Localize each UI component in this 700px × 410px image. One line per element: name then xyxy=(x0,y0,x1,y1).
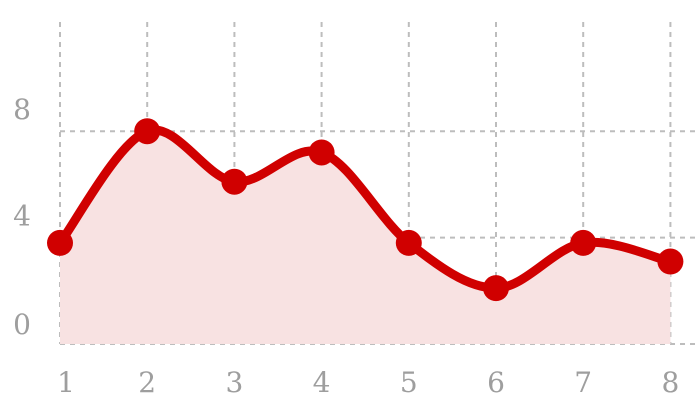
area-fill-layer xyxy=(60,129,671,344)
data-point-8 xyxy=(657,248,684,275)
x-tick-label: 8 xyxy=(661,366,679,399)
x-tick-label: 2 xyxy=(138,366,156,399)
y-tick-label: 0 xyxy=(13,308,31,341)
y-tick-label: 4 xyxy=(13,200,31,233)
data-point-1 xyxy=(47,229,73,256)
data-point-2 xyxy=(134,118,161,145)
data-point-6 xyxy=(483,275,509,302)
x-tick-label: 4 xyxy=(313,366,331,399)
x-axis-ticks: 1 2 3 4 5 6 7 8 xyxy=(57,366,679,399)
data-point-3 xyxy=(221,168,248,195)
x-tick-label: 1 xyxy=(57,366,75,399)
data-point-4 xyxy=(308,139,335,166)
x-tick-label: 6 xyxy=(487,366,505,399)
x-tick-label: 7 xyxy=(574,366,592,399)
y-axis-ticks: 0 4 8 xyxy=(13,93,31,341)
data-point-5 xyxy=(395,229,422,256)
series-area-fill xyxy=(60,129,671,344)
x-tick-label: 5 xyxy=(400,366,418,399)
data-point-7 xyxy=(570,229,597,256)
x-tick-label: 3 xyxy=(225,366,243,399)
data-points-layer xyxy=(47,118,684,302)
y-tick-label: 8 xyxy=(13,93,31,126)
